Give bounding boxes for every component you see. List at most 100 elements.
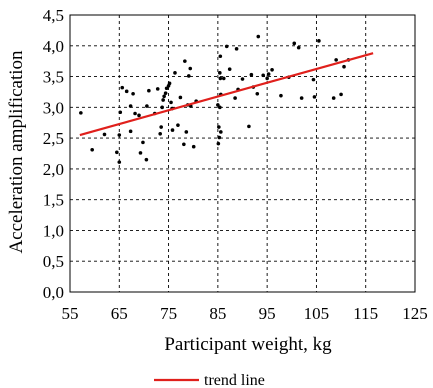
data-point — [218, 71, 222, 75]
data-point — [299, 96, 304, 100]
data-point — [219, 130, 223, 134]
data-point — [217, 125, 221, 129]
data-point — [115, 150, 119, 155]
data-point — [128, 129, 133, 134]
data-point — [247, 124, 251, 129]
y-tick-label: 3,0 — [43, 98, 64, 117]
data-point — [256, 34, 261, 39]
data-point — [312, 95, 317, 99]
data-point — [279, 93, 283, 98]
data-point — [137, 113, 141, 118]
data-point — [216, 141, 221, 146]
data-point — [163, 91, 168, 95]
data-point — [161, 98, 165, 102]
data-point — [159, 125, 163, 129]
data-point — [155, 87, 160, 91]
grid-lines — [70, 15, 415, 292]
data-point — [261, 73, 266, 78]
data-point — [120, 85, 125, 90]
y-tick-label: 1,0 — [43, 221, 64, 240]
data-point — [138, 151, 143, 155]
y-axis-tick-labels: 0,0 0,5 1,0 1,5 2,0 2,5 3,0 3,5 4,0 4,5 — [43, 6, 64, 302]
data-point — [169, 100, 173, 105]
data-point — [167, 81, 172, 86]
data-point — [90, 148, 94, 152]
y-tick-label: 4,0 — [43, 37, 64, 56]
y-axis-title: Acceleration amplification — [6, 50, 27, 254]
trend-line — [79, 52, 374, 137]
y-tick-label: 4,5 — [43, 6, 64, 25]
data-point — [147, 88, 151, 93]
y-tick-label: 2,0 — [43, 160, 64, 179]
data-point — [249, 72, 254, 77]
data-points — [79, 34, 351, 164]
data-point — [191, 144, 196, 149]
data-point — [224, 44, 229, 49]
x-tick-label: 125 — [402, 304, 428, 323]
data-point — [117, 160, 122, 164]
data-point — [160, 105, 164, 110]
data-point — [266, 72, 271, 76]
data-point — [339, 92, 343, 97]
data-point — [334, 58, 338, 62]
x-tick-label: 75 — [160, 304, 177, 323]
x-tick-label: 65 — [111, 304, 128, 323]
x-tick-label: 95 — [259, 304, 276, 323]
data-point — [240, 77, 245, 81]
data-point — [331, 96, 336, 100]
data-point — [124, 89, 129, 94]
data-point — [182, 142, 186, 147]
data-point — [311, 77, 316, 82]
data-point — [218, 76, 223, 81]
data-point — [183, 59, 187, 63]
data-point — [218, 105, 222, 110]
data-point — [296, 45, 301, 50]
data-point — [133, 111, 137, 116]
data-point — [173, 71, 177, 75]
x-tick-label: 85 — [209, 304, 226, 323]
data-point — [118, 110, 123, 115]
y-tick-label: 1,5 — [43, 191, 64, 210]
x-tick-label: 55 — [62, 304, 79, 323]
data-point — [317, 39, 321, 43]
x-axis-title: Participant weight, kg — [164, 334, 332, 355]
data-point — [176, 123, 180, 127]
data-point — [79, 111, 83, 115]
data-point — [102, 132, 107, 137]
y-tick-label: 3,5 — [43, 68, 64, 87]
data-point — [218, 54, 223, 59]
y-tick-label: 2,5 — [43, 129, 64, 148]
data-point — [128, 104, 133, 108]
data-point — [164, 86, 169, 91]
data-point — [117, 133, 122, 137]
data-point — [221, 76, 226, 81]
data-point — [233, 96, 237, 100]
x-axis-tick-labels: 55 65 75 85 95 105 115 125 — [62, 304, 428, 323]
y-tick-label: 0,0 — [43, 283, 64, 302]
data-point — [144, 157, 149, 162]
data-point — [217, 135, 222, 140]
data-point — [170, 128, 175, 132]
data-point — [188, 66, 193, 71]
data-point — [184, 130, 189, 134]
data-point — [265, 76, 269, 81]
x-tick-label: 105 — [304, 304, 330, 323]
plot-area-frame — [69, 14, 416, 293]
data-point — [234, 47, 239, 51]
legend: trend line — [154, 372, 265, 388]
data-point — [270, 67, 274, 72]
data-point — [292, 41, 297, 46]
x-tick-label: 115 — [353, 304, 378, 323]
data-point — [227, 67, 232, 71]
data-point — [131, 91, 135, 96]
data-point — [178, 95, 183, 100]
data-point — [158, 132, 162, 136]
data-point — [186, 74, 191, 78]
data-point — [216, 103, 220, 107]
y-tick-label: 0,5 — [43, 252, 64, 271]
data-point — [342, 64, 346, 69]
data-point — [145, 104, 149, 108]
legend-label-trend-line: trend line — [204, 372, 265, 388]
data-point — [162, 94, 166, 99]
